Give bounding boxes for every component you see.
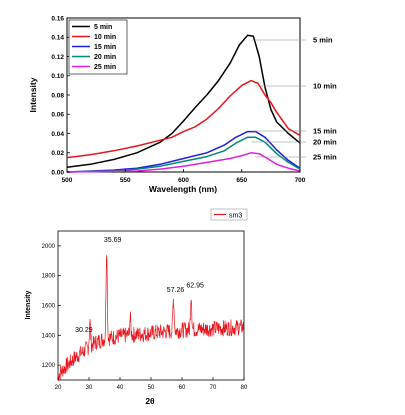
chart-1-series-line bbox=[66, 34, 301, 168]
chart-1-legend-label: 25 min bbox=[94, 64, 116, 71]
chart-1-series-group bbox=[66, 34, 301, 173]
chart-1-ytick-label: 0.08 bbox=[51, 92, 64, 99]
chart-2-peak-label: 35.69 bbox=[104, 237, 122, 244]
chart-1-ytick-label: 0.04 bbox=[51, 131, 64, 138]
chart-2-ytick-label: 1800 bbox=[42, 274, 56, 280]
chart-1-xtick-label: 600 bbox=[178, 177, 189, 184]
chart-2-peak-label: 62.95 bbox=[186, 283, 204, 290]
chart-1-annotation-label: 20 min bbox=[313, 138, 337, 147]
chart-2-ytick-label: 2000 bbox=[42, 244, 56, 250]
chart-1-annotation-label: 10 min bbox=[313, 82, 337, 91]
chart-1-xtick-label: 550 bbox=[120, 177, 131, 184]
chart-1-legend-label: 10 min bbox=[94, 34, 116, 41]
chart-2-legend-label: sm3 bbox=[229, 213, 242, 220]
chart-2-peak-label: 57.26 bbox=[167, 287, 185, 294]
chart-2-ytick-label: 1200 bbox=[42, 363, 56, 369]
chart-1-ytick-label: 0.12 bbox=[51, 54, 64, 61]
chart-1-legend-label: 15 min bbox=[94, 44, 116, 51]
chart-2-xtick-label: 70 bbox=[210, 385, 217, 391]
chart-1-xtick-label: 700 bbox=[295, 177, 306, 184]
chart-1-series-line bbox=[66, 136, 301, 173]
chart-2-legend-box bbox=[210, 208, 248, 221]
chart-1-legend: 5 min 10 min 15 min 20 min 25 min bbox=[68, 19, 128, 75]
chart-1-annotation-label: 25 min bbox=[313, 153, 337, 162]
chart-1-xlabel: Wavelength (nm) bbox=[149, 184, 217, 194]
chart-1-ylabel: Intensity bbox=[28, 77, 38, 112]
chart-1-series-line bbox=[66, 152, 301, 173]
chart-2-xtick-label: 80 bbox=[241, 385, 248, 391]
chart-1-ytick-label: 0.10 bbox=[51, 73, 64, 80]
chart-2-xlabel: 2θ bbox=[145, 396, 155, 406]
chart-1-xtick-label: 500 bbox=[62, 177, 73, 184]
chart-2-plot-frame bbox=[57, 230, 245, 381]
chart-2-series-line bbox=[57, 255, 245, 381]
chart-2-ticks: 20 30 40 50 60 70 80 1200 1400 1600 1800 2000 bbox=[42, 244, 248, 391]
chart-1-ytick-label: 0.02 bbox=[51, 150, 64, 157]
chart-1-legend-items: 5 min 10 min 15 min 20 min 25 min bbox=[72, 24, 116, 71]
chart-1-ytick-label: 0.00 bbox=[51, 169, 64, 176]
chart-1: 500 550 600 650 700 0.00 0.02 0.04 0.06 0.08 0.10 0… bbox=[28, 15, 337, 194]
chart-2-ytick-label: 1400 bbox=[42, 333, 56, 339]
chart-1-series-line bbox=[66, 130, 301, 173]
chart-2: 20 30 40 50 60 70 80 1200 1400 1600 1800 2000 30.29… bbox=[25, 208, 248, 406]
chart-1-legend-label: 5 min bbox=[94, 24, 112, 31]
chart-1-ytick-label: 0.16 bbox=[51, 15, 64, 22]
chart-1-ytick-label: 0.14 bbox=[51, 35, 64, 42]
chart-2-xtick-label: 20 bbox=[55, 385, 62, 391]
chart-1-legend-label: 20 min bbox=[94, 54, 116, 61]
chart-1-annotations: 5 min 10 min 15 min 20 min 25 min bbox=[251, 36, 337, 162]
chart-2-legend: sm3 bbox=[210, 208, 248, 221]
chart-2-xtick-label: 40 bbox=[117, 385, 124, 391]
chart-1-series-line bbox=[66, 79, 301, 159]
chart-1-annotation-label: 15 min bbox=[313, 127, 337, 136]
chart-1-ticks: 500 550 600 650 700 0.00 0.02 0.04 0.06 0.08 0.10 0… bbox=[51, 15, 305, 184]
chart-2-xtick-label: 60 bbox=[179, 385, 186, 391]
chart-2-ylabel: Intensity bbox=[25, 291, 32, 320]
chart-1-xtick-label: 650 bbox=[236, 177, 247, 184]
chart-2-series-group bbox=[57, 255, 245, 381]
chart-1-annotation-label: 5 min bbox=[313, 36, 333, 45]
chart-2-ytick-label: 1600 bbox=[42, 304, 56, 310]
chart-1-ytick-label: 0.06 bbox=[51, 112, 64, 119]
chart-2-xtick-label: 30 bbox=[86, 385, 93, 391]
chart-2-peak-label: 30.29 bbox=[75, 327, 93, 334]
chart-2-xtick-label: 50 bbox=[148, 385, 155, 391]
